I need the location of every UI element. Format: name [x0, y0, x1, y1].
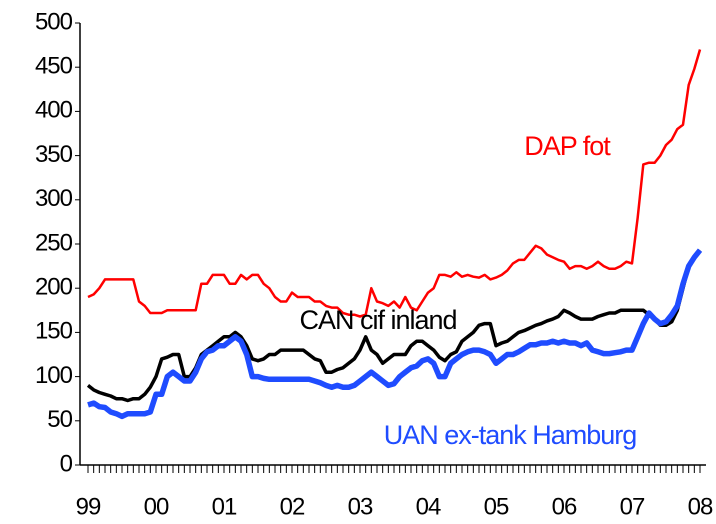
series-line	[87, 49, 702, 318]
y-tick-label: 450	[35, 53, 73, 80]
x-tick-label: 03	[348, 493, 373, 520]
x-tick-label: 08	[688, 493, 713, 520]
y-tick-label: 50	[47, 406, 72, 433]
x-tick-label: 06	[552, 493, 577, 520]
series-line	[87, 248, 703, 420]
series-label: DAP fot	[524, 131, 611, 161]
x-tick-label: 07	[620, 493, 645, 520]
y-tick-label: 300	[35, 185, 73, 212]
x-tick-label: 04	[416, 493, 441, 520]
x-tick-label: 99	[76, 493, 101, 520]
y-tick-label: 350	[35, 141, 73, 168]
y-tick-label: 400	[35, 97, 73, 124]
x-tick-label: 05	[484, 493, 509, 520]
y-tick-label: 200	[35, 274, 73, 301]
y-tick-label: 150	[35, 318, 73, 345]
series-label: CAN cif inland	[299, 305, 456, 335]
series-label: UAN ex-tank Hamburg	[384, 420, 637, 450]
y-tick-label: 0	[60, 450, 73, 477]
y-tick-label: 250	[35, 229, 73, 256]
y-tick-label: 500	[35, 8, 73, 35]
x-tick-label: 00	[144, 493, 169, 520]
y-tick-label: 100	[35, 362, 73, 389]
x-tick-label: 01	[212, 493, 237, 520]
x-tick-label: 02	[280, 493, 305, 520]
